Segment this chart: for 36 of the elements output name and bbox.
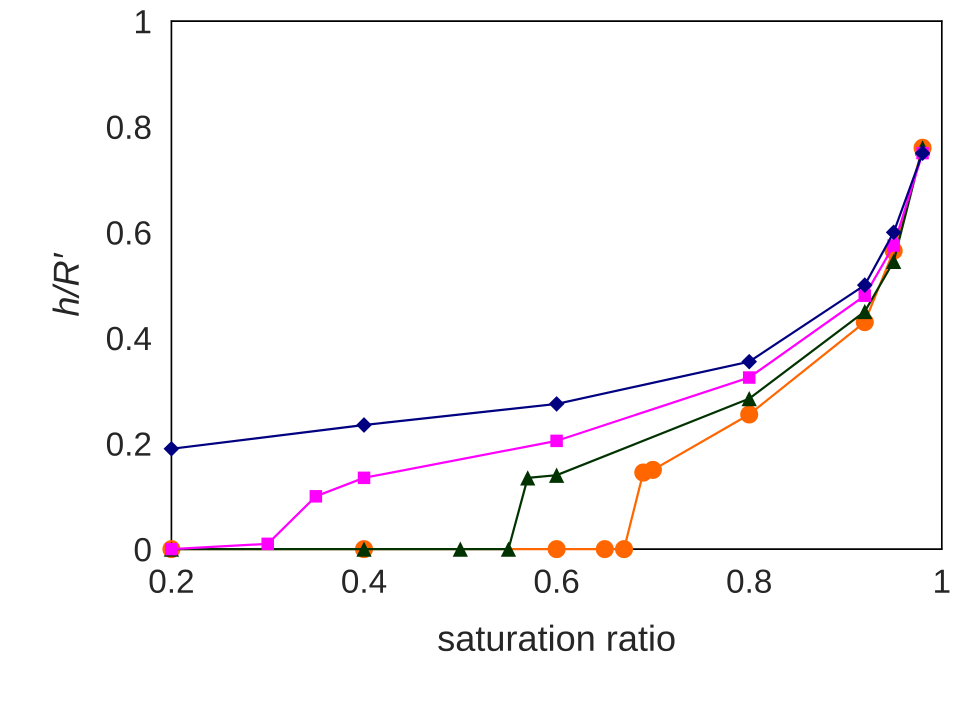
point: [740, 405, 758, 424]
y-tick-label: 1: [136, 10, 150, 34]
y-tick-label: 0.6: [106, 221, 151, 245]
point: [886, 254, 902, 269]
point: [500, 541, 516, 557]
point: [356, 417, 372, 433]
y-axis-title: h/R′: [52, 252, 80, 316]
x-axis-title: saturation ratio: [438, 624, 675, 652]
point: [856, 277, 873, 293]
y-tick-label: 0.8: [106, 116, 151, 140]
point: [548, 540, 566, 558]
point: [358, 472, 370, 484]
point: [548, 468, 564, 483]
point: [857, 304, 872, 320]
y-tick-label: 0.4: [106, 326, 151, 350]
point: [164, 440, 180, 457]
point: [596, 540, 614, 558]
point: [548, 396, 564, 412]
point: [520, 470, 536, 486]
point: [550, 434, 563, 448]
point: [858, 289, 872, 302]
point: [614, 540, 634, 558]
y-tick-label: 0: [134, 538, 151, 562]
y-tick-label: 0.2: [106, 432, 150, 456]
point: [310, 490, 322, 503]
point: [261, 538, 274, 550]
x-tick-label: 0.8: [727, 569, 771, 594]
point: [741, 354, 758, 370]
point: [742, 371, 756, 384]
x-tick-label: 1: [935, 570, 950, 593]
point: [886, 224, 902, 240]
x-tick-label: 0.6: [534, 569, 578, 594]
x-tick-label: 0.2: [150, 569, 193, 594]
x-tick-label: 0.4: [342, 569, 386, 594]
point: [742, 391, 757, 406]
point: [452, 541, 468, 557]
